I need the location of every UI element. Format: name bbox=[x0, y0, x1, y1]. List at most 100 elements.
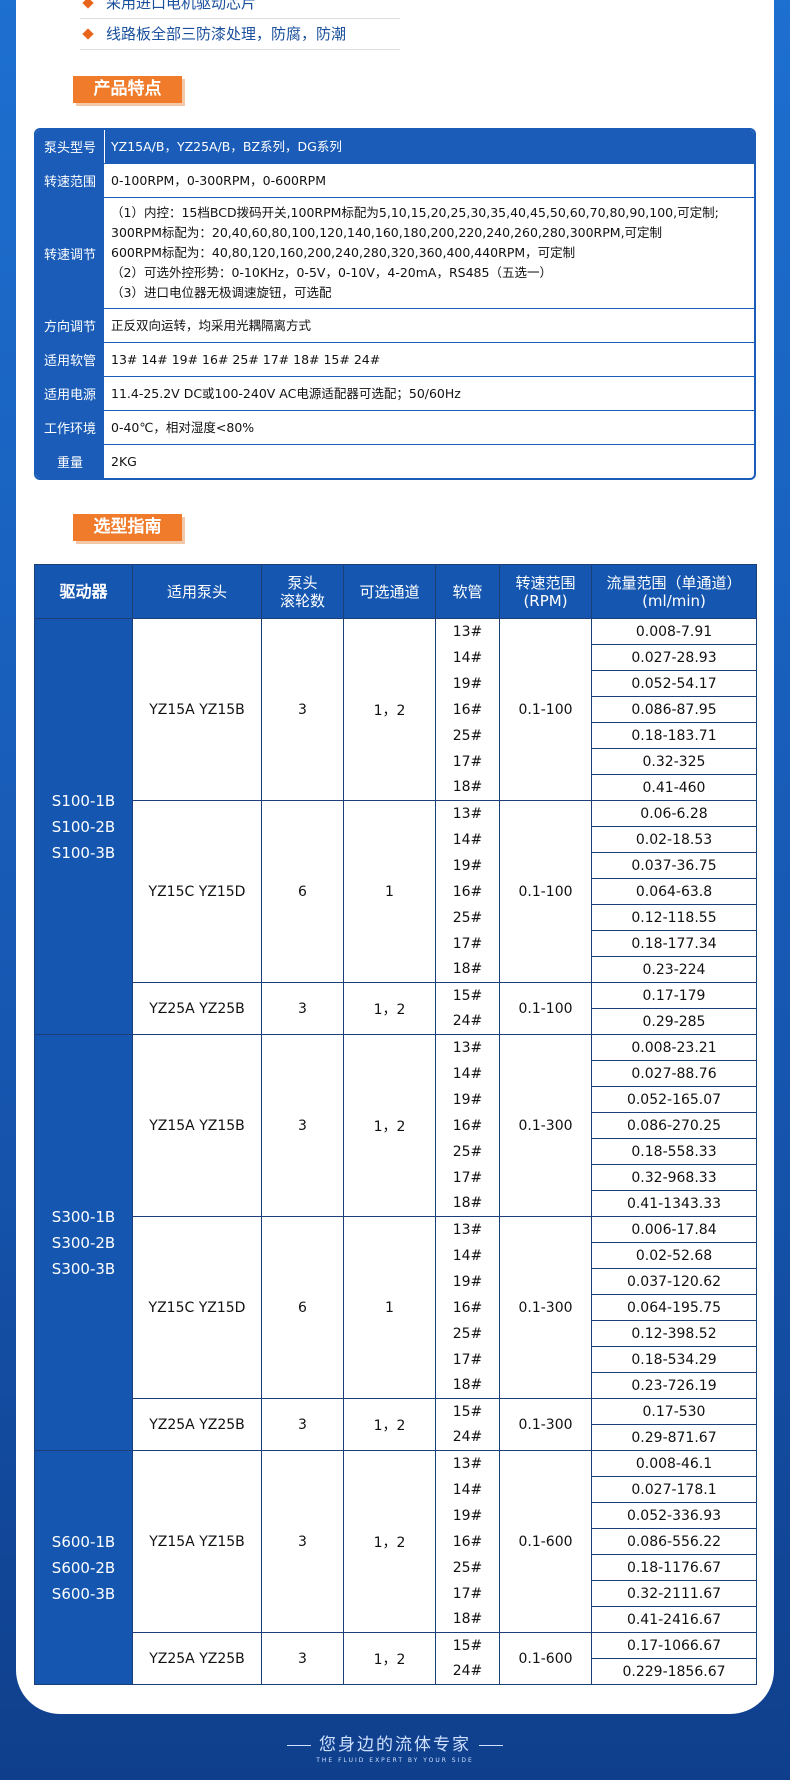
speed-cell: 0.1-600 bbox=[499, 1450, 592, 1633]
tube-cell: 16# bbox=[435, 878, 500, 905]
tube-cell: 13# bbox=[435, 1216, 500, 1243]
footer: 您身边的流体专家 THE FLUID EXPERT BY YOUR SIDE bbox=[0, 1730, 790, 1764]
speed-cell: 0.1-300 bbox=[499, 1034, 592, 1217]
pump-cell: YZ15C YZ15D bbox=[132, 800, 262, 983]
flow-cell: 0.18-1176.67 bbox=[591, 1554, 757, 1581]
header-cell: 软管 bbox=[435, 564, 500, 619]
spec-value: 11.4-25.2V DC或100-240V AC电源适配器可选配；50/60H… bbox=[105, 377, 754, 410]
tube-cell: 16# bbox=[435, 1112, 500, 1139]
tube-cell: 17# bbox=[435, 1346, 500, 1373]
spec-value: 2KG bbox=[105, 445, 754, 478]
spec-value: （1）内控：15档BCD拨码开关,100RPM标配为5,10,15,20,25,… bbox=[105, 198, 754, 308]
spec-line: 正反双向运转，均采用光耦隔离方式 bbox=[111, 317, 312, 333]
flow-cell: 0.32-968.33 bbox=[591, 1164, 757, 1191]
row: YZ15C YZ15D 6 1 13# 0.1-100 0.06-6.28 bbox=[35, 800, 757, 983]
flow-cell: 0.41-2416.67 bbox=[591, 1606, 757, 1633]
spec-line: YZ15A/B，YZ25A/B，BZ系列，DG系列 bbox=[111, 138, 342, 154]
pump-cell: YZ25A YZ25B bbox=[132, 982, 262, 1035]
header-line: 软管 bbox=[452, 582, 483, 601]
flow-cell: 0.052-54.17 bbox=[591, 670, 757, 697]
tube-cell: 17# bbox=[435, 1580, 500, 1607]
row: 18# 0.41-2416.67 bbox=[35, 1606, 757, 1633]
rollers-cell: 3 bbox=[261, 1398, 344, 1451]
rollers-cell: 3 bbox=[261, 1450, 344, 1633]
tube-cell: 17# bbox=[435, 748, 500, 775]
header-cell: 转速范围 (RPM) bbox=[499, 564, 592, 619]
flow-cell: 0.06-6.28 bbox=[591, 800, 757, 827]
driver: S300-2B bbox=[51, 1233, 116, 1252]
header-cell: 适用泵头 bbox=[132, 564, 262, 619]
tube-cell: 17# bbox=[435, 1164, 500, 1191]
row: 25# 0.12-398.52 bbox=[35, 1320, 757, 1347]
section-title: 选型指南 bbox=[73, 514, 182, 541]
driver: S100-3B bbox=[51, 843, 116, 862]
spec-row: 适用电源 11.4-25.2V DC或100-240V AC电源适配器可选配；50… bbox=[36, 376, 754, 410]
header-row: 驱动器 适用泵头 泵头 滚轮数 可选通道 软管 转速范围 (RPM) 流量范围（单通道） (ml/… bbox=[34, 564, 757, 619]
flow-cell: 0.18-558.33 bbox=[591, 1138, 757, 1165]
flow-cell: 0.086-270.25 bbox=[591, 1112, 757, 1139]
spec-line: （1）内控：15档BCD拨码开关,100RPM标配为5,10,15,20,25,… bbox=[111, 205, 719, 220]
spec-row: 适用软管 13# 14# 19# 16# 25# 17# 18# 15# 24# bbox=[36, 342, 754, 376]
spec-line: 13# 14# 19# 16# 25# 17# 18# 15# 24# bbox=[111, 351, 381, 367]
spec-line: 0-100RPM，0-300RPM，0-600RPM bbox=[111, 172, 326, 188]
spec-value: 正反双向运转，均采用光耦隔离方式 bbox=[105, 309, 754, 342]
flow-cell: 0.17-530 bbox=[591, 1398, 757, 1425]
row: 17# 0.32-325 bbox=[35, 748, 757, 775]
row: 16# 0.086-556.22 bbox=[35, 1528, 757, 1555]
tube-cell: 24# bbox=[435, 1658, 500, 1685]
tube-cell: 15# bbox=[435, 1398, 500, 1425]
selection-table: 驱动器 适用泵头 泵头 滚轮数 可选通道 软管 转速范围 (RPM) 流量范围（单通道） (ml/… bbox=[34, 564, 757, 1685]
tube-cell: 14# bbox=[435, 1476, 500, 1503]
tube-cell: 16# bbox=[435, 696, 500, 723]
channels-cell: 1，2 bbox=[343, 982, 436, 1035]
row: 24# 0.29-285 bbox=[35, 1008, 757, 1035]
flow-cell: 0.18-177.34 bbox=[591, 930, 757, 957]
row: 16# 0.086-270.25 bbox=[35, 1112, 757, 1139]
bullet-text: 线路板全部三防漆处理，防腐，防潮 bbox=[106, 25, 347, 43]
speed-cell: 0.1-100 bbox=[499, 800, 592, 983]
header-line: 转速范围 bbox=[515, 573, 576, 592]
tube-cell: 14# bbox=[435, 1242, 500, 1269]
row: 25# 0.18-183.71 bbox=[35, 722, 757, 749]
tube-cell: 14# bbox=[435, 826, 500, 853]
flow-cell: 0.008-46.1 bbox=[591, 1450, 757, 1477]
tube-cell: 19# bbox=[435, 1268, 500, 1295]
flow-cell: 0.086-87.95 bbox=[591, 696, 757, 723]
row: 16# 0.064-63.8 bbox=[35, 878, 757, 905]
row: 19# 0.037-36.75 bbox=[35, 852, 757, 879]
channels-cell: 1 bbox=[343, 1216, 436, 1399]
tube-cell: 14# bbox=[435, 1060, 500, 1087]
tube-cell: 13# bbox=[435, 800, 500, 827]
tube-cell: 14# bbox=[435, 644, 500, 671]
row: 25# 0.12-118.55 bbox=[35, 904, 757, 931]
row: YZ25A YZ25B 3 1，2 15# 0.1-300 0.17-530 bbox=[35, 1398, 757, 1451]
rollers-cell: 6 bbox=[261, 800, 344, 983]
flow-cell: 0.006-17.84 bbox=[591, 1216, 757, 1243]
driver: S600-1B bbox=[51, 1532, 116, 1551]
driver: S600-2B bbox=[51, 1558, 116, 1577]
header-cell: 泵头 滚轮数 bbox=[261, 564, 344, 619]
flow-cell: 0.008-7.91 bbox=[591, 618, 757, 645]
spec-label: 适用软管 bbox=[36, 343, 105, 376]
tube-cell: 25# bbox=[435, 1554, 500, 1581]
flow-cell: 0.23-726.19 bbox=[591, 1372, 757, 1399]
row: YZ25A YZ25B 3 1，2 15# 0.1-600 0.17-1066.67 bbox=[35, 1632, 757, 1685]
spec-label: 转速范围 bbox=[36, 164, 105, 197]
spec-label: 重量 bbox=[36, 445, 105, 478]
tube-cell: 24# bbox=[435, 1008, 500, 1035]
flow-cell: 0.41-1343.33 bbox=[591, 1190, 757, 1217]
flow-cell: 0.02-52.68 bbox=[591, 1242, 757, 1269]
header-cell: 流量范围（单通道） (ml/min) bbox=[591, 564, 757, 619]
header-line: 泵头 bbox=[287, 573, 318, 592]
slogan-en: THE FLUID EXPERT BY YOUR SIDE bbox=[316, 1757, 474, 1764]
header-line: (RPM) bbox=[523, 591, 568, 610]
section-title: 产品特点 bbox=[73, 76, 182, 103]
flow-cell: 0.18-183.71 bbox=[591, 722, 757, 749]
flow-cell: 0.027-88.76 bbox=[591, 1060, 757, 1087]
flow-cell: 0.027-28.93 bbox=[591, 644, 757, 671]
spec-line: 11.4-25.2V DC或100-240V AC电源适配器可选配；50/60H… bbox=[111, 385, 461, 401]
spec-line: 2KG bbox=[111, 453, 137, 469]
flow-cell: 0.229-1856.67 bbox=[591, 1658, 757, 1685]
flow-cell: 0.052-165.07 bbox=[591, 1086, 757, 1113]
row: YZ25A YZ25B 3 1，2 15# 0.1-100 0.17-179 bbox=[35, 982, 757, 1035]
